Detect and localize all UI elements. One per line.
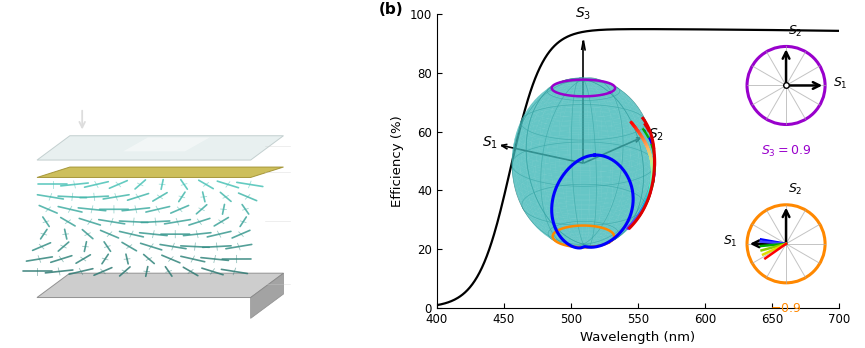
Text: (b): (b): [379, 2, 403, 17]
Text: Alignment
Layer: Alignment Layer: [300, 161, 354, 183]
Text: $S_1$: $S_1$: [722, 234, 737, 250]
Polygon shape: [67, 10, 98, 125]
Text: $\lambda$: $\lambda$: [191, 66, 200, 80]
Polygon shape: [251, 273, 284, 318]
Text: $S_1$: $S_1$: [833, 76, 848, 91]
Polygon shape: [78, 10, 86, 125]
Text: $S_2$: $S_2$: [788, 24, 803, 39]
Polygon shape: [123, 137, 209, 151]
Text: Mirror: Mirror: [300, 279, 331, 288]
Text: $S_3=0.9$: $S_3=0.9$: [761, 144, 811, 159]
Polygon shape: [37, 273, 284, 298]
Text: CP Light: CP Light: [34, 50, 44, 96]
Polygon shape: [37, 136, 284, 160]
Text: $S_2$: $S_2$: [788, 182, 803, 197]
Polygon shape: [37, 167, 284, 177]
Text: Twisted LC: Twisted LC: [300, 216, 355, 226]
X-axis label: Wavelength (nm): Wavelength (nm): [580, 331, 695, 345]
Text: OV: OV: [201, 65, 214, 81]
Text: (a): (a): [12, 10, 36, 25]
Text: Substrate: Substrate: [300, 141, 350, 151]
Polygon shape: [74, 10, 91, 125]
Y-axis label: Efficiency (%): Efficiency (%): [391, 115, 404, 207]
Text: $-0.9$: $-0.9$: [771, 302, 802, 315]
Polygon shape: [60, 10, 105, 125]
